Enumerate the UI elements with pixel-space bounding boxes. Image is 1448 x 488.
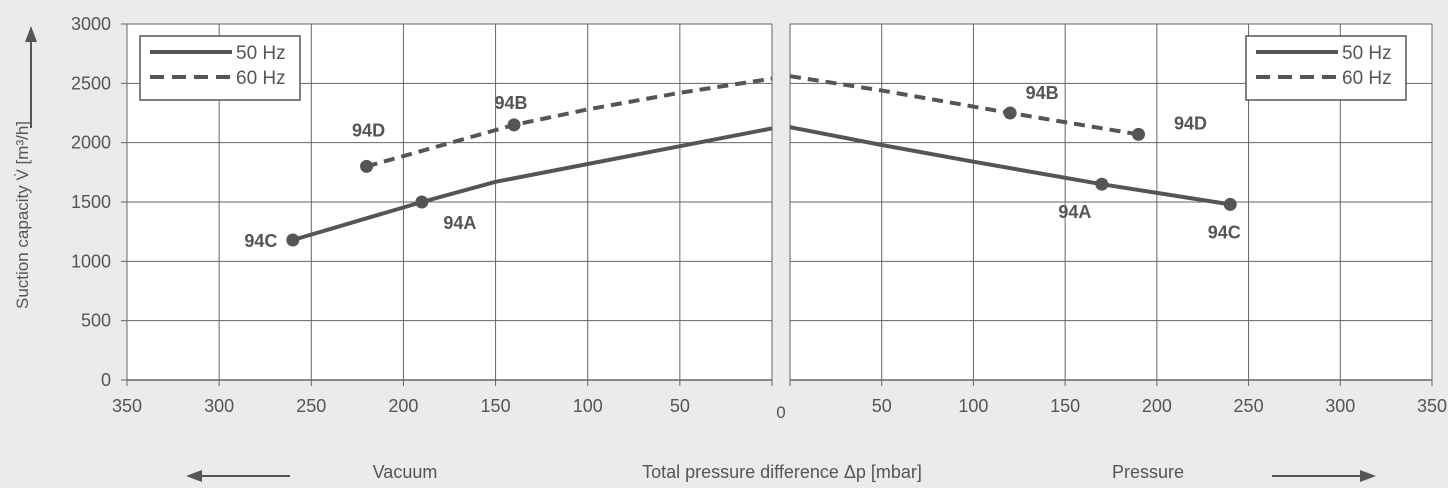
x-tick-label: 100 bbox=[573, 396, 603, 416]
zero-label: 0 bbox=[776, 403, 785, 422]
x-tick-label: 300 bbox=[1325, 396, 1355, 416]
x-tick-label: 200 bbox=[388, 396, 418, 416]
x-tick-label: 150 bbox=[481, 396, 511, 416]
pressure-label: Pressure bbox=[1112, 462, 1184, 482]
y-tick-label: 3000 bbox=[71, 14, 111, 34]
y-tick-label: 2000 bbox=[71, 133, 111, 153]
x-tick-label: 150 bbox=[1050, 396, 1080, 416]
data-point-94c bbox=[1223, 197, 1237, 211]
y-tick-label: 500 bbox=[81, 311, 111, 331]
point-label-94d: 94D bbox=[1174, 113, 1207, 133]
x-axis-label: Total pressure difference Δp [mbar] bbox=[642, 462, 922, 482]
y-axis-label: Suction capacity V̇ [m³/h] bbox=[13, 121, 32, 309]
x-tick-label: 50 bbox=[670, 396, 690, 416]
series-line-50hz bbox=[292, 126, 773, 242]
vacuum-label: Vacuum bbox=[373, 462, 438, 482]
data-point-94c bbox=[286, 233, 300, 247]
point-label-94b: 94B bbox=[1026, 83, 1059, 103]
vacuum-panel: 350 300 250 200 150 100 50 94C 94A 94D 94B 50 Hz 60 … bbox=[112, 23, 773, 416]
point-label-94a: 94A bbox=[443, 213, 476, 233]
x-tick-label: 100 bbox=[958, 396, 988, 416]
legend: 50 Hz 60 Hz bbox=[1245, 35, 1407, 101]
data-point-94d bbox=[360, 159, 374, 173]
axis-labels: Suction capacity V̇ [m³/h] 0 Vacuum Tota… bbox=[13, 121, 1184, 482]
point-label-94c: 94C bbox=[1208, 222, 1241, 242]
x-tick-label: 350 bbox=[112, 396, 142, 416]
data-point-94a bbox=[415, 195, 429, 209]
point-label-94a: 94A bbox=[1058, 202, 1091, 222]
x-tick-label: 200 bbox=[1142, 396, 1172, 416]
legend: 50 Hz 60 Hz bbox=[139, 35, 301, 101]
point-label-94d: 94D bbox=[352, 120, 385, 140]
y-tick-label: 1500 bbox=[71, 192, 111, 212]
y-tick-label: 2500 bbox=[71, 73, 111, 93]
y-axis: 0 500 1000 1500 2000 2500 3000 bbox=[71, 14, 127, 390]
x-tick-label: 250 bbox=[296, 396, 326, 416]
x-tick-label: 350 bbox=[1417, 396, 1447, 416]
y-axis-arrow bbox=[25, 26, 37, 128]
legend-label-60hz: 60 Hz bbox=[1342, 68, 1392, 89]
data-point-94d bbox=[1132, 127, 1146, 141]
x-tick-label: 300 bbox=[204, 396, 234, 416]
legend-label-50hz: 50 Hz bbox=[1342, 43, 1392, 64]
legend-box bbox=[1245, 35, 1407, 101]
series-line-60hz bbox=[789, 74, 1139, 137]
data-point-94a bbox=[1095, 177, 1109, 191]
legend-label-50hz: 50 Hz bbox=[236, 43, 286, 64]
point-label-94b: 94B bbox=[494, 93, 527, 113]
point-label-94c: 94C bbox=[244, 231, 277, 251]
pressure-panel: 50 100 150 200 250 300 350 94A 94C 94B 94D 50 Hz 60 … bbox=[789, 23, 1447, 416]
pressure-arrow bbox=[1272, 470, 1376, 482]
data-point-94b bbox=[1003, 106, 1017, 120]
y-tick-label: 0 bbox=[101, 370, 111, 390]
vacuum-arrow bbox=[186, 470, 290, 482]
legend-box bbox=[139, 35, 301, 101]
data-point-94b bbox=[507, 118, 521, 132]
x-tick-label: 250 bbox=[1234, 396, 1264, 416]
legend-label-60hz: 60 Hz bbox=[236, 68, 286, 89]
x-tick-label: 50 bbox=[872, 396, 892, 416]
y-tick-label: 1000 bbox=[71, 251, 111, 271]
series-line-50hz bbox=[789, 125, 1231, 207]
